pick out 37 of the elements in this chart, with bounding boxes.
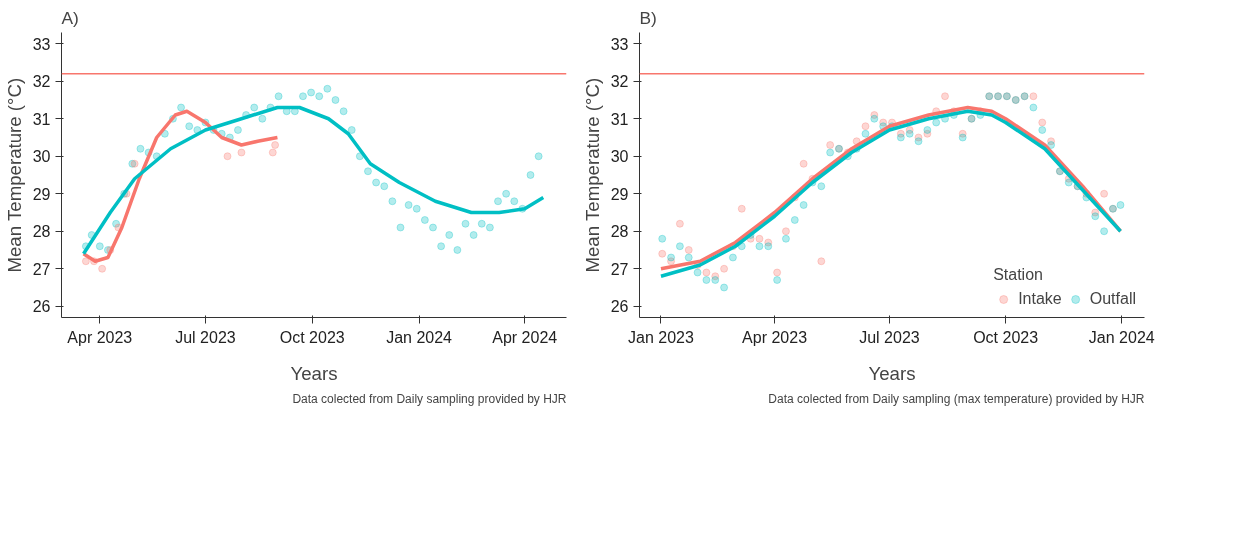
x-tick-label: Apr 2024	[492, 328, 558, 346]
x-axis-title: Years	[868, 362, 916, 384]
x-tick-label: Jan 2024	[386, 328, 453, 346]
y-tick-label: 33	[610, 35, 629, 53]
x-tick-label: Apr 2023	[742, 328, 808, 346]
legend-label: Outfall	[1089, 290, 1136, 308]
y-axis-title: Mean Temperature (°C)	[3, 77, 25, 273]
legend-label: Intake	[1018, 290, 1062, 308]
text: Data colected from Daily sampling provided by HJR	[292, 391, 567, 406]
x-tick-label: Oct 2023	[279, 328, 345, 346]
y-tick-label: 31	[32, 110, 51, 128]
y-tick-label: 30	[610, 148, 629, 166]
y-tick-label: 32	[610, 73, 629, 91]
y-tick-label: 29	[610, 185, 629, 203]
y-tick-label: 31	[610, 110, 629, 128]
y-tick-label: 28	[610, 223, 629, 241]
y-tick-label: 30	[32, 148, 51, 166]
y-tick-label: 28	[32, 223, 51, 241]
chart-title: B)	[639, 7, 657, 28]
x-tick-label: Apr 2023	[67, 328, 133, 346]
y-tick-label: 27	[32, 260, 51, 278]
x-tick-label: Jul 2023	[859, 328, 920, 346]
y-tick-label: 29	[32, 185, 51, 203]
chart-title: A)	[61, 7, 79, 28]
legend-title: Station	[993, 266, 1044, 284]
y-tick-label: 32	[32, 73, 51, 91]
x-tick-label: Jan 2023	[628, 328, 694, 346]
y-tick-label: 33	[32, 35, 51, 53]
y-tick-label: 27	[610, 260, 629, 278]
x-tick-label: Oct 2023	[973, 328, 1039, 346]
x-axis-title: Years	[290, 362, 338, 384]
x-tick-label: Jul 2023	[175, 328, 236, 346]
x-tick-label: Jan 2024	[1088, 328, 1155, 346]
y-tick-label: 26	[32, 298, 51, 316]
y-tick-label: 26	[610, 298, 629, 316]
y-axis-title: Mean Temperature (°C)	[581, 77, 603, 273]
text: Data colected from Daily sampling (max temperature) provided by HJR	[768, 391, 1145, 406]
